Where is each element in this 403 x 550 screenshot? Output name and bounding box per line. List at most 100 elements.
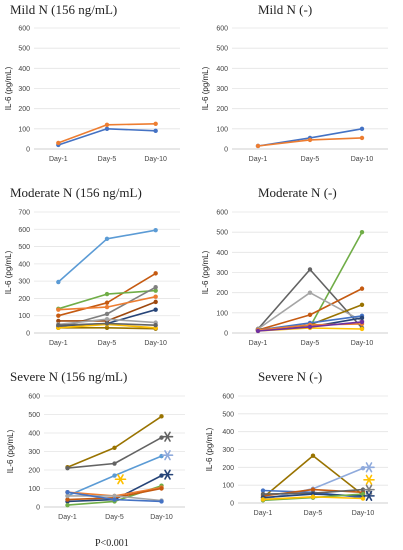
x-tick-label: Day-5 bbox=[105, 514, 124, 521]
y-axis-label: IL-6 (pg/mL) bbox=[6, 429, 15, 473]
asterisk-stroke bbox=[117, 474, 124, 485]
y-tick-label: 200 bbox=[18, 296, 30, 303]
chart-panel-6: Severe N (-) 0 100 200 300 400 500 600 IL-6 (pg/… bbox=[205, 369, 388, 517]
data-point bbox=[104, 325, 110, 331]
y-tick-label: 500 bbox=[28, 412, 40, 419]
y-tick-label: 100 bbox=[222, 483, 234, 490]
data-point bbox=[153, 128, 158, 134]
data-point bbox=[159, 499, 164, 504]
data-point bbox=[307, 312, 313, 318]
data-point bbox=[310, 487, 316, 492]
y-tick-label: 600 bbox=[222, 394, 234, 401]
data-point bbox=[359, 126, 365, 132]
y-tick-label: 500 bbox=[18, 46, 30, 53]
data-point bbox=[260, 488, 266, 493]
y-tick-label: 400 bbox=[18, 66, 30, 73]
data-point bbox=[56, 313, 61, 318]
x-tick-label: Day-10 bbox=[144, 340, 167, 347]
x-tick-label: Day-1 bbox=[49, 340, 68, 347]
data-point bbox=[307, 324, 313, 330]
data-point bbox=[112, 493, 117, 499]
y-tick-label: 700 bbox=[18, 210, 30, 217]
data-point bbox=[310, 494, 316, 499]
data-point bbox=[159, 486, 164, 491]
data-point bbox=[360, 496, 366, 501]
data-point bbox=[56, 307, 61, 312]
data-point bbox=[159, 414, 164, 419]
data-point bbox=[153, 227, 158, 233]
y-axis-label: IL-6 (pg/mL) bbox=[201, 66, 210, 110]
data-point bbox=[104, 126, 110, 132]
data-point bbox=[56, 279, 61, 285]
asterisk-marker bbox=[363, 490, 375, 501]
data-point bbox=[112, 461, 117, 466]
y-tick-label: 300 bbox=[18, 86, 30, 93]
x-tick-label: Day-1 bbox=[58, 514, 77, 521]
data-point bbox=[260, 497, 266, 502]
x-tick-label: Day-10 bbox=[351, 340, 374, 347]
y-tick-label: 200 bbox=[28, 468, 40, 475]
y-tick-label: 0 bbox=[36, 505, 40, 512]
data-point bbox=[65, 497, 70, 502]
y-tick-label: 100 bbox=[18, 126, 30, 133]
data-point bbox=[360, 487, 366, 492]
data-point bbox=[255, 328, 261, 334]
x-tick-label: Day-10 bbox=[352, 510, 375, 517]
data-point bbox=[104, 321, 110, 326]
asterisk-marker bbox=[363, 484, 375, 495]
data-point bbox=[359, 302, 365, 307]
y-tick-label: 300 bbox=[222, 447, 234, 454]
y-tick-label: 500 bbox=[18, 244, 30, 251]
asterisk-marker bbox=[161, 469, 174, 480]
x-tick-label: Day-5 bbox=[304, 510, 323, 517]
asterisk-stroke bbox=[164, 469, 171, 480]
asterisk-marker bbox=[114, 474, 127, 485]
data-point bbox=[112, 497, 117, 502]
y-tick-label: 600 bbox=[18, 26, 30, 33]
data-point bbox=[153, 121, 158, 126]
y-tick-label: 100 bbox=[28, 486, 40, 493]
data-point bbox=[112, 445, 117, 450]
y-tick-label: 300 bbox=[28, 449, 40, 456]
data-point bbox=[307, 267, 313, 272]
y-tick-label: 300 bbox=[216, 270, 228, 277]
data-point bbox=[359, 326, 365, 332]
data-point bbox=[255, 143, 261, 149]
data-point bbox=[56, 140, 61, 146]
asterisk-marker bbox=[363, 474, 375, 485]
data-point bbox=[359, 286, 365, 291]
data-point bbox=[307, 137, 313, 143]
asterisk-marker bbox=[161, 431, 174, 442]
y-tick-label: 600 bbox=[216, 210, 228, 217]
y-tick-label: 0 bbox=[224, 331, 228, 338]
data-point bbox=[104, 300, 110, 305]
y-axis-label: IL-6 (pg/mL) bbox=[201, 250, 210, 294]
x-tick-label: Day-5 bbox=[301, 340, 320, 347]
data-point bbox=[104, 316, 110, 322]
y-tick-label: 400 bbox=[222, 429, 234, 436]
data-point bbox=[359, 229, 365, 235]
x-tick-label: Day-10 bbox=[351, 156, 374, 163]
asterisk-stroke bbox=[365, 490, 373, 501]
y-axis-label: IL-6 (pg/mL) bbox=[205, 427, 214, 471]
data-point bbox=[56, 323, 61, 328]
x-tick-label: Day-1 bbox=[254, 510, 273, 517]
y-tick-label: 100 bbox=[216, 126, 228, 133]
data-point bbox=[65, 502, 70, 508]
y-tick-label: 100 bbox=[18, 313, 30, 320]
data-point bbox=[112, 473, 117, 478]
data-point bbox=[260, 491, 266, 497]
data-point bbox=[104, 311, 110, 317]
data-point bbox=[310, 453, 316, 458]
y-tick-label: 600 bbox=[28, 394, 40, 401]
series-line-1 bbox=[67, 415, 162, 468]
chart-title: Severe N (156 ng/mL) bbox=[10, 369, 127, 384]
asterisk-stroke bbox=[164, 431, 171, 442]
y-tick-label: 200 bbox=[222, 465, 234, 472]
data-point bbox=[65, 490, 70, 495]
chart-title: Mild N (-) bbox=[258, 2, 312, 17]
chart-panel-3: Moderate N (156 ng/mL) 0 100 200 300 400 500 60… bbox=[4, 185, 180, 347]
y-tick-label: 600 bbox=[216, 26, 228, 33]
x-tick-label: Day-5 bbox=[301, 156, 320, 163]
